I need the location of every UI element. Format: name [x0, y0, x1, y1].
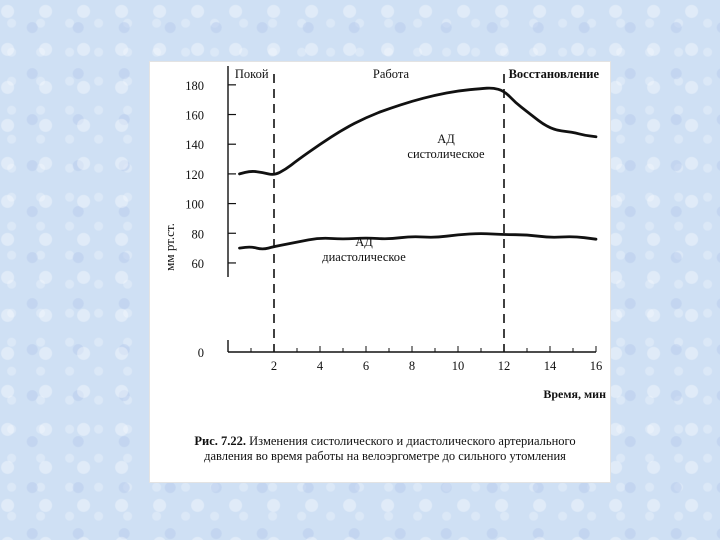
x-tick-label: 14 — [544, 359, 557, 373]
series-lines — [238, 86, 598, 251]
y-tick-label: 80 — [192, 227, 205, 241]
figure-card: мм рт.ст. Время, мин АД систолическое АД… — [150, 62, 610, 482]
y-tick-label: 100 — [185, 198, 204, 212]
y-tick-label: 160 — [185, 109, 204, 123]
x-axis-label: Время, мин — [543, 387, 606, 401]
x-tick-label: 16 — [590, 359, 603, 373]
systolic-label-line1: АД — [437, 132, 455, 146]
phase-label-1: Работа — [373, 67, 410, 81]
x-tick-label: 10 — [452, 359, 465, 373]
x-tick-label: 8 — [409, 359, 415, 373]
y-axis-label: мм рт.ст. — [162, 223, 177, 271]
systolic-label-line2: систолическое — [407, 147, 485, 161]
axes: 0 60 80 100 120 140 160 180 2 4 6 8 10 12 14 16 — [185, 66, 602, 373]
x-tick-label: 6 — [363, 359, 369, 373]
figure-caption: Рис. 7.22. Изменения систолического и ди… — [170, 434, 600, 464]
series-line-diastolic — [238, 232, 598, 251]
phase-markers: Покой Работа Восстановление — [235, 67, 600, 352]
x-tick-label: 2 — [271, 359, 277, 373]
phase-label-2: Восстановление — [509, 67, 600, 81]
y-tick-label: 180 — [185, 79, 204, 93]
y-tick-label: 0 — [198, 346, 204, 360]
y-tick-label: 60 — [192, 257, 205, 271]
caption-text: Изменения систолического и диастолическо… — [204, 434, 576, 463]
chart: мм рт.ст. Время, мин АД систолическое АД… — [162, 66, 606, 401]
x-tick-label: 4 — [317, 359, 324, 373]
y-tick-label: 140 — [185, 138, 204, 152]
caption-prefix: Рис. 7.22. — [194, 434, 247, 448]
series-line-systolic — [238, 86, 598, 176]
x-tick-label: 12 — [498, 359, 511, 373]
y-tick-label: 120 — [185, 168, 204, 182]
phase-label-0: Покой — [235, 67, 269, 81]
diastolic-label-line2: диастолическое — [322, 250, 406, 264]
